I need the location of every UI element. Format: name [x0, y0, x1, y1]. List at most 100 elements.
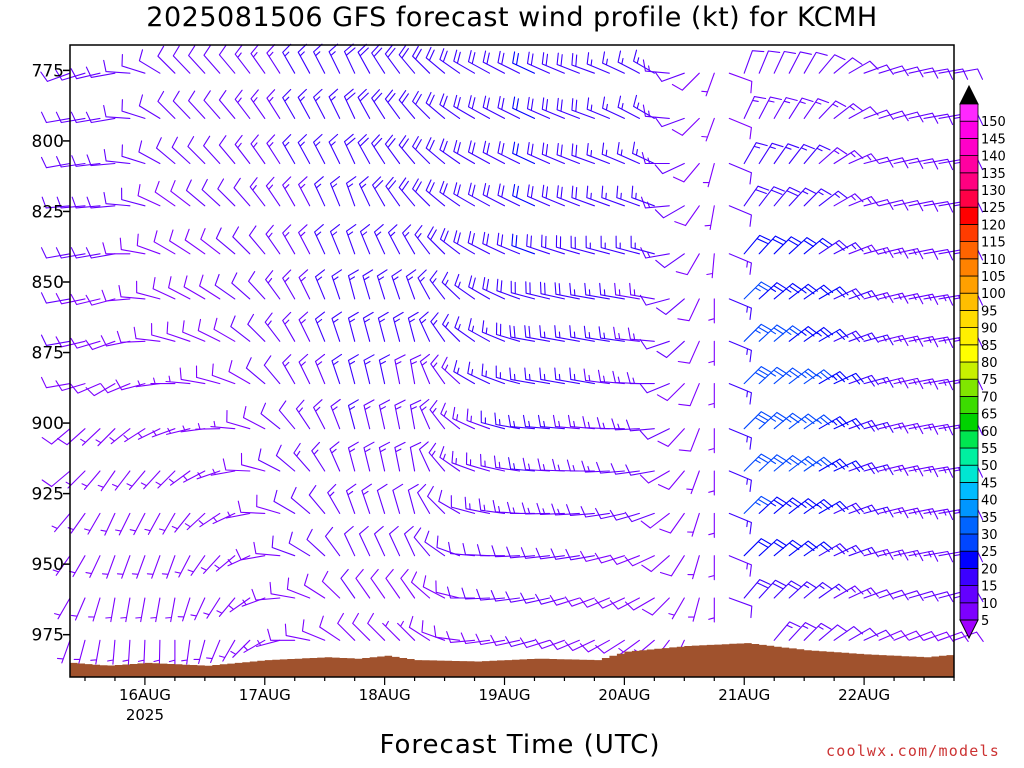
- wind-barb: [728, 597, 753, 619]
- wind-barb: [266, 44, 281, 74]
- wind-barb: [450, 495, 476, 514]
- colorbar-label: 100: [981, 287, 1006, 302]
- wind-barb: [803, 499, 834, 514]
- wind-barb: [624, 511, 655, 523]
- wind-barb: [373, 224, 386, 255]
- wind-barb: [171, 512, 191, 533]
- wind-barb: [743, 366, 772, 385]
- wind-barb: [206, 639, 221, 664]
- wind-barb: [743, 411, 772, 430]
- wind-barb: [90, 639, 101, 665]
- wind-barb: [878, 507, 909, 519]
- wind-barb: [303, 573, 326, 599]
- wind-barb: [773, 412, 803, 430]
- wind-barb: [655, 298, 685, 315]
- wind-barb: [616, 141, 640, 165]
- wind-barb: [373, 525, 386, 557]
- wind-barb: [388, 525, 401, 557]
- colorbar-label: 25: [981, 545, 998, 560]
- wind-barb: [758, 538, 788, 557]
- wind-barb: [412, 90, 431, 119]
- wind-barb: [848, 60, 879, 74]
- wind-barb: [306, 528, 326, 557]
- wind-barb: [378, 354, 391, 385]
- colorbar-label: 95: [981, 304, 998, 319]
- wind-barb: [70, 68, 101, 80]
- wind-barb: [85, 555, 101, 578]
- colorbar-label: 10: [981, 597, 998, 612]
- wind-barb: [773, 497, 803, 514]
- wind-barb: [539, 325, 565, 342]
- wind-barb: [893, 590, 924, 601]
- wind-barb: [174, 555, 191, 578]
- wind-barb: [564, 639, 595, 652]
- colorbar-label: 45: [981, 476, 998, 491]
- x-tick-label: 22AUG: [838, 686, 890, 704]
- wind-barb: [758, 142, 784, 165]
- wind-barb: [155, 137, 176, 165]
- wind-barb: [168, 470, 191, 486]
- wind-barb: [509, 325, 536, 342]
- wind-barb: [100, 383, 131, 394]
- wind-barb: [331, 311, 343, 342]
- wind-barb: [833, 372, 864, 385]
- wind-barb: [439, 93, 461, 119]
- wind-barb: [773, 186, 801, 207]
- wind-barb: [863, 629, 894, 641]
- wind-barb: [923, 201, 954, 213]
- colorbar-segment: [959, 189, 979, 208]
- wind-barb: [201, 178, 221, 207]
- wind-barb: [377, 311, 389, 342]
- wind-barb: [203, 45, 221, 74]
- wind-barb: [337, 612, 356, 641]
- wind-barb: [172, 45, 191, 74]
- wind-barb: [476, 588, 506, 601]
- wind-barb: [556, 52, 580, 74]
- wind-barb: [524, 325, 551, 342]
- wind-barb: [257, 448, 281, 472]
- colorbar-top-arrow: [959, 84, 979, 105]
- wind-barb: [848, 290, 879, 301]
- wind-barb: [758, 186, 785, 207]
- wind-barb: [231, 272, 251, 300]
- wind-barb: [598, 326, 625, 342]
- colorbar-segment: [959, 516, 979, 535]
- wind-barb: [743, 142, 768, 165]
- wind-barb: [803, 98, 830, 119]
- wind-barb: [329, 224, 341, 255]
- colorbar-segment: [959, 155, 979, 174]
- chart-title: 2025081506 GFS forecast wind profile (kt…: [146, 2, 878, 33]
- site-credit[interactable]: coolwx.com/models: [826, 742, 1000, 760]
- wind-barb: [215, 227, 236, 255]
- wind-barb: [227, 555, 251, 567]
- wind-barb: [671, 117, 700, 136]
- wind-barb: [923, 591, 954, 603]
- wind-barb: [818, 147, 848, 165]
- wind-barb: [512, 183, 536, 207]
- wind-barb: [625, 464, 655, 476]
- colorbar-segment: [959, 585, 979, 604]
- wind-barb: [706, 253, 715, 279]
- wind-barb: [407, 311, 419, 342]
- wind-barb: [129, 512, 146, 536]
- wind-barb: [674, 205, 700, 227]
- wind-barb: [256, 639, 281, 648]
- wind-barb: [616, 185, 640, 207]
- wind-barb: [570, 235, 595, 255]
- wind-barb: [615, 235, 640, 255]
- wind-barb: [803, 582, 833, 599]
- colorbar-segment: [959, 309, 979, 328]
- wind-barb: [251, 588, 281, 601]
- plot-frame: [69, 44, 955, 678]
- wind-barb: [218, 44, 236, 74]
- colorbar-label: 125: [981, 201, 1006, 216]
- wind-barb: [788, 97, 814, 119]
- wind-barb: [430, 312, 446, 342]
- wind-barb: [758, 411, 788, 430]
- wind-barb: [80, 428, 101, 446]
- wind-barb: [161, 555, 176, 579]
- wind-barb: [115, 512, 131, 536]
- wind-barb: [247, 313, 266, 342]
- wind-barb: [893, 66, 924, 78]
- wind-barb: [425, 46, 446, 74]
